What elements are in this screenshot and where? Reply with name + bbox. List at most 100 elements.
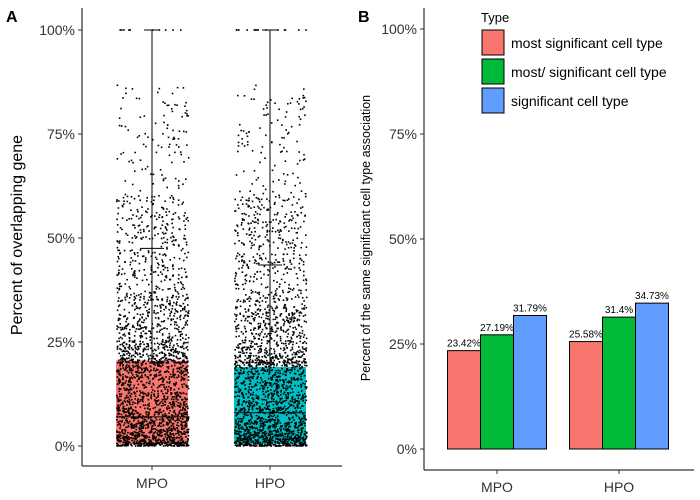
data-point — [282, 349, 285, 352]
legend-title: Type — [481, 10, 509, 25]
data-point — [266, 107, 268, 109]
data-point — [149, 339, 152, 341]
data-point — [117, 359, 120, 362]
data-point — [182, 404, 185, 406]
data-point — [180, 404, 182, 406]
data-point — [123, 203, 125, 205]
data-point — [279, 379, 282, 382]
data-point — [297, 296, 300, 298]
data-point — [242, 361, 245, 364]
data-point — [185, 243, 188, 246]
data-point — [146, 353, 148, 355]
data-point — [146, 200, 148, 202]
data-point — [134, 302, 136, 304]
data-point — [272, 267, 274, 269]
data-point — [118, 399, 121, 402]
data-point — [158, 443, 161, 446]
data-point — [123, 333, 126, 335]
data-point — [283, 412, 285, 415]
data-point — [124, 326, 127, 328]
data-point — [278, 231, 280, 233]
data-point — [129, 328, 131, 331]
data-point — [286, 407, 289, 410]
data-point — [290, 404, 293, 406]
data-point — [120, 413, 123, 416]
data-point — [184, 423, 187, 426]
data-point — [162, 392, 164, 395]
data-point — [256, 253, 259, 255]
data-point — [282, 291, 284, 294]
data-point — [119, 409, 121, 412]
data-point — [251, 237, 253, 240]
data-point — [129, 339, 131, 342]
data-point — [153, 413, 156, 416]
data-point — [129, 407, 131, 410]
data-point — [168, 426, 171, 429]
data-point — [248, 234, 251, 236]
data-point — [179, 318, 182, 321]
data-point — [255, 397, 258, 399]
data-point — [161, 383, 163, 386]
data-point — [247, 396, 249, 399]
data-point — [141, 376, 144, 379]
data-point — [123, 428, 125, 431]
data-point — [129, 359, 131, 362]
data-point — [267, 113, 269, 115]
data-point — [160, 378, 162, 380]
data-point — [240, 369, 242, 372]
data-point — [300, 432, 302, 434]
data-point — [286, 317, 289, 319]
data-point — [121, 326, 123, 329]
data-point — [272, 400, 274, 403]
data-point — [150, 440, 152, 442]
data-point — [187, 251, 190, 254]
data-point — [185, 366, 188, 369]
data-point — [240, 428, 243, 430]
data-point — [241, 259, 243, 261]
data-point — [172, 374, 175, 376]
data-point — [254, 434, 257, 436]
data-point — [162, 261, 164, 263]
data-point — [122, 415, 124, 418]
data-point — [161, 414, 164, 416]
data-point — [135, 307, 138, 310]
data-point — [128, 29, 130, 31]
data-point — [155, 440, 158, 443]
data-point — [176, 424, 178, 426]
data-point — [296, 163, 299, 165]
data-point — [174, 286, 176, 289]
bar — [513, 314, 547, 450]
data-point — [280, 408, 283, 410]
data-point — [303, 439, 305, 441]
data-point — [304, 422, 306, 424]
data-point — [257, 439, 259, 441]
data-point — [143, 441, 146, 443]
data-point — [124, 375, 127, 377]
data-point — [290, 211, 292, 213]
data-point — [117, 273, 120, 276]
data-point — [123, 424, 125, 426]
data-point — [290, 376, 293, 379]
data-point — [252, 317, 255, 320]
data-point — [256, 376, 259, 379]
data-point — [118, 340, 120, 342]
data-point — [149, 380, 151, 383]
data-point — [135, 305, 138, 308]
data-point — [140, 421, 143, 423]
data-point — [184, 252, 186, 255]
data-point — [124, 431, 127, 433]
data-point — [124, 435, 127, 438]
data-point — [167, 423, 170, 425]
data-point — [285, 422, 288, 424]
data-point — [182, 442, 185, 444]
data-point — [274, 425, 277, 428]
data-point — [238, 399, 240, 401]
data-point — [171, 92, 174, 95]
data-point — [304, 195, 307, 198]
data-point — [156, 323, 159, 325]
data-point — [275, 259, 277, 261]
data-point — [273, 350, 276, 353]
data-point — [178, 351, 181, 353]
data-point — [265, 114, 267, 116]
data-point — [147, 360, 150, 362]
